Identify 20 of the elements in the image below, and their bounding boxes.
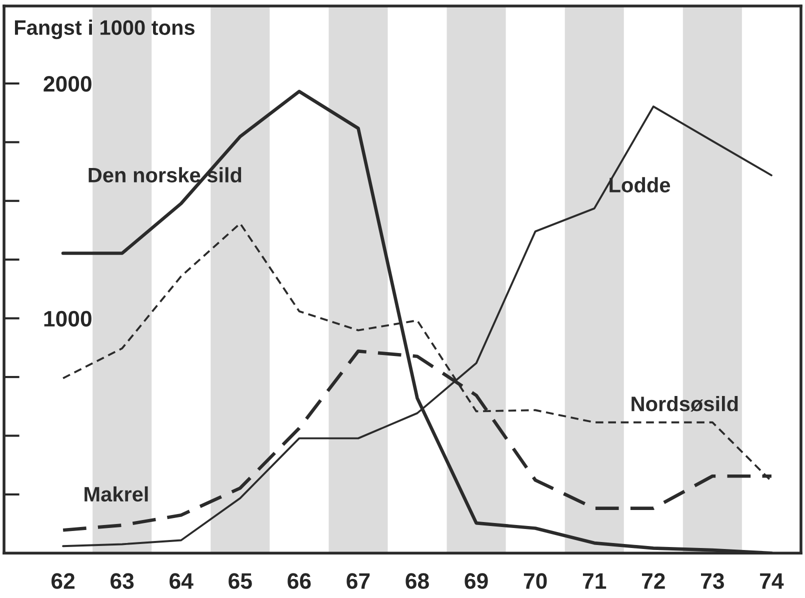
series-label: Makrel <box>84 486 148 502</box>
x-tick-label: 68 <box>406 573 429 589</box>
y-tick-label: 1000 <box>44 310 92 327</box>
series-label: Den norske sild <box>88 167 242 182</box>
series-label: Lodde <box>610 177 670 192</box>
x-tick-label: 69 <box>464 573 488 589</box>
x-tick-label: 71 <box>582 573 606 589</box>
x-tick-label: 74 <box>760 573 784 589</box>
y-tick-label: 2000 <box>44 76 92 92</box>
x-tick-label: 62 <box>52 573 75 589</box>
x-tick-label: 66 <box>288 573 311 589</box>
x-tick-label: 67 <box>346 573 370 589</box>
x-tick-label: 63 <box>110 573 134 589</box>
x-tick-label: 65 <box>228 573 252 589</box>
x-tick-label: 72 <box>642 573 665 589</box>
x-tick-label: 73 <box>701 573 724 589</box>
series-label: Nordsøsild <box>632 396 738 412</box>
y-axis-title: Fangst i 1000 tons <box>14 20 194 40</box>
x-tick-label: 70 <box>524 573 547 589</box>
x-tick-label: 64 <box>170 573 194 589</box>
